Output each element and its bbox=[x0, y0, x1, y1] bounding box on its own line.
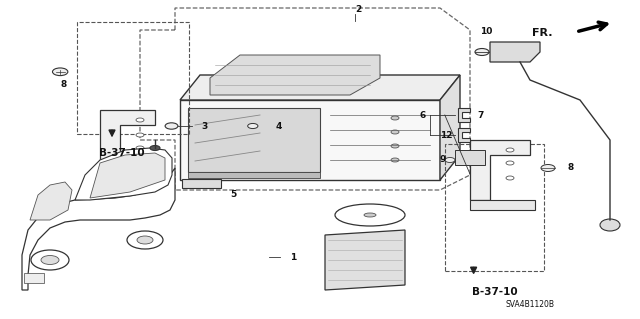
Circle shape bbox=[391, 130, 399, 134]
Circle shape bbox=[165, 123, 178, 129]
Polygon shape bbox=[100, 165, 160, 175]
Text: 12: 12 bbox=[440, 130, 452, 139]
Text: 6: 6 bbox=[420, 110, 426, 120]
Text: 7: 7 bbox=[477, 110, 483, 120]
Bar bbox=[188, 172, 320, 178]
Polygon shape bbox=[90, 153, 165, 198]
Ellipse shape bbox=[364, 213, 376, 217]
Circle shape bbox=[391, 144, 399, 148]
Circle shape bbox=[52, 68, 68, 76]
Text: 8: 8 bbox=[60, 80, 67, 89]
Ellipse shape bbox=[127, 231, 163, 249]
Circle shape bbox=[506, 161, 514, 165]
Bar bbox=[24, 273, 44, 283]
Polygon shape bbox=[180, 100, 440, 180]
Text: B-37-10: B-37-10 bbox=[472, 287, 518, 297]
Circle shape bbox=[541, 165, 555, 172]
Text: 10: 10 bbox=[480, 27, 492, 36]
Polygon shape bbox=[458, 128, 470, 142]
Text: SVA4B1120B: SVA4B1120B bbox=[506, 300, 555, 309]
Text: FR.: FR. bbox=[532, 28, 552, 39]
Polygon shape bbox=[22, 168, 175, 290]
Ellipse shape bbox=[31, 250, 69, 270]
Polygon shape bbox=[440, 75, 460, 180]
Text: 4: 4 bbox=[275, 122, 282, 130]
Bar bbox=[182, 179, 221, 188]
Bar bbox=[77, 22, 189, 134]
Circle shape bbox=[475, 48, 489, 56]
Circle shape bbox=[136, 146, 144, 150]
Text: 5: 5 bbox=[230, 190, 237, 199]
Polygon shape bbox=[210, 55, 380, 95]
Circle shape bbox=[248, 123, 258, 129]
Circle shape bbox=[506, 176, 514, 180]
Ellipse shape bbox=[41, 256, 59, 264]
Polygon shape bbox=[458, 108, 470, 122]
Polygon shape bbox=[30, 182, 72, 220]
Text: 3: 3 bbox=[202, 122, 208, 130]
Ellipse shape bbox=[600, 219, 620, 231]
Polygon shape bbox=[325, 230, 405, 290]
Polygon shape bbox=[470, 200, 535, 210]
Circle shape bbox=[391, 116, 399, 120]
Polygon shape bbox=[75, 148, 172, 200]
Circle shape bbox=[136, 118, 144, 122]
Circle shape bbox=[136, 133, 144, 137]
Bar bbox=[445, 144, 544, 271]
Polygon shape bbox=[100, 110, 155, 165]
Text: 2: 2 bbox=[355, 5, 362, 14]
Polygon shape bbox=[180, 75, 460, 100]
Polygon shape bbox=[490, 42, 540, 62]
Text: 8: 8 bbox=[567, 164, 573, 173]
Circle shape bbox=[150, 145, 160, 151]
Text: 1: 1 bbox=[290, 253, 296, 262]
Ellipse shape bbox=[335, 204, 405, 226]
Circle shape bbox=[506, 148, 514, 152]
Polygon shape bbox=[470, 140, 530, 200]
Text: B-37-10: B-37-10 bbox=[99, 148, 145, 158]
Bar bbox=[455, 150, 485, 165]
Text: 9: 9 bbox=[440, 155, 446, 165]
Ellipse shape bbox=[137, 236, 153, 244]
Circle shape bbox=[391, 158, 399, 162]
Polygon shape bbox=[188, 108, 320, 172]
Circle shape bbox=[445, 158, 455, 162]
